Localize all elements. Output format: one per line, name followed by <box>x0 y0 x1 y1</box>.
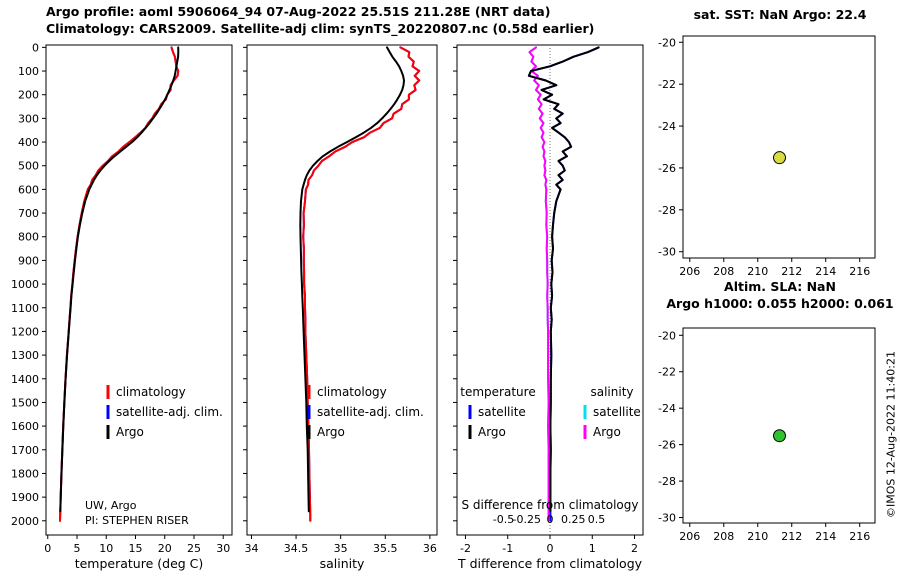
svg-text:212: 212 <box>781 265 802 278</box>
svg-text:satellite: satellite <box>593 405 641 419</box>
svg-text:400: 400 <box>18 136 39 149</box>
svg-text:-20: -20 <box>658 36 676 49</box>
svg-text:212: 212 <box>781 530 802 543</box>
svg-text:UW, Argo: UW, Argo <box>85 499 137 512</box>
svg-text:climatology: climatology <box>317 385 387 399</box>
figure-title-line1: Argo profile: aoml 5906064_94 07-Aug-202… <box>46 4 551 19</box>
svg-text:1200: 1200 <box>11 325 39 338</box>
svg-text:-26: -26 <box>658 439 676 452</box>
svg-text:-0.5: -0.5 <box>493 513 514 526</box>
svg-text:2: 2 <box>631 542 638 555</box>
svg-text:-28: -28 <box>658 204 676 217</box>
svg-text:-30: -30 <box>658 512 676 525</box>
svg-text:1700: 1700 <box>11 444 39 457</box>
svg-text:25: 25 <box>187 542 201 555</box>
svg-text:-24: -24 <box>658 402 676 415</box>
svg-text:600: 600 <box>18 183 39 196</box>
svg-text:satellite: satellite <box>478 405 526 419</box>
sla-map-subtitle: Argo h1000: 0.055 h2000: 0.061 <box>666 296 894 311</box>
svg-text:0: 0 <box>547 542 554 555</box>
svg-text:climatology: climatology <box>116 385 186 399</box>
svg-text:1300: 1300 <box>11 349 39 362</box>
svg-text:34: 34 <box>244 542 258 555</box>
sst-map-title: sat. SST: NaN Argo: 22.4 <box>693 7 867 22</box>
svg-text:15: 15 <box>128 542 142 555</box>
svg-text:satellite-adj. clim.: satellite-adj. clim. <box>317 405 424 419</box>
svg-text:214: 214 <box>815 265 836 278</box>
svg-text:salinity: salinity <box>590 385 633 399</box>
svg-text:0.25: 0.25 <box>561 513 586 526</box>
svg-text:-22: -22 <box>658 366 676 379</box>
svg-text:PI: STEPHEN RISER: PI: STEPHEN RISER <box>85 514 189 527</box>
svg-text:1100: 1100 <box>11 302 39 315</box>
svg-text:-28: -28 <box>658 475 676 488</box>
svg-text:-0.25: -0.25 <box>513 513 541 526</box>
svg-text:Argo: Argo <box>116 425 144 439</box>
svg-text:10: 10 <box>99 542 113 555</box>
svg-text:-2: -2 <box>460 542 471 555</box>
svg-text:700: 700 <box>18 207 39 220</box>
imos-copyright-watermark: ©IMOS 12-Aug-2022 11:40:21 <box>884 351 898 518</box>
sla-map-title: Altim. SLA: NaN <box>724 279 836 294</box>
svg-text:-30: -30 <box>658 246 676 259</box>
svg-text:-1: -1 <box>502 542 513 555</box>
svg-text:35: 35 <box>334 542 348 555</box>
svg-text:0: 0 <box>547 513 554 526</box>
svg-text:210: 210 <box>747 265 768 278</box>
svg-text:1: 1 <box>589 542 596 555</box>
svg-text:208: 208 <box>713 265 734 278</box>
svg-text:satellite-adj. clim.: satellite-adj. clim. <box>116 405 223 419</box>
svg-text:210: 210 <box>747 530 768 543</box>
svg-text:-26: -26 <box>658 162 676 175</box>
svg-text:-20: -20 <box>658 329 676 342</box>
svg-text:-22: -22 <box>658 78 676 91</box>
svg-text:30: 30 <box>216 542 230 555</box>
svg-text:1400: 1400 <box>11 373 39 386</box>
svg-text:34.5: 34.5 <box>284 542 309 555</box>
svg-text:-24: -24 <box>658 120 676 133</box>
svg-text:2000: 2000 <box>11 515 39 528</box>
svg-text:800: 800 <box>18 231 39 244</box>
svg-text:1500: 1500 <box>11 396 39 409</box>
svg-text:temperature: temperature <box>460 385 535 399</box>
svg-text:5: 5 <box>74 542 81 555</box>
svg-text:S difference from climatology: S difference from climatology <box>462 498 639 512</box>
svg-text:0.5: 0.5 <box>588 513 606 526</box>
figure-title-line2: Climatology: CARS2009. Satellite-adj cli… <box>46 21 595 36</box>
svg-text:1600: 1600 <box>11 420 39 433</box>
svg-text:900: 900 <box>18 254 39 267</box>
svg-text:216: 216 <box>849 530 870 543</box>
svg-text:100: 100 <box>18 65 39 78</box>
svg-text:36: 36 <box>423 542 437 555</box>
svg-text:216: 216 <box>849 265 870 278</box>
svg-text:500: 500 <box>18 160 39 173</box>
svg-text:1000: 1000 <box>11 278 39 291</box>
svg-text:20: 20 <box>158 542 172 555</box>
svg-text:208: 208 <box>713 530 734 543</box>
svg-text:300: 300 <box>18 112 39 125</box>
svg-text:214: 214 <box>815 530 836 543</box>
svg-text:1900: 1900 <box>11 491 39 504</box>
svg-text:206: 206 <box>679 530 700 543</box>
svg-text:salinity: salinity <box>320 556 365 571</box>
svg-text:T difference from climatology: T difference from climatology <box>457 556 643 571</box>
svg-text:1800: 1800 <box>11 467 39 480</box>
svg-text:Argo: Argo <box>317 425 345 439</box>
svg-text:temperature (deg C): temperature (deg C) <box>75 556 204 571</box>
svg-text:Argo: Argo <box>593 425 621 439</box>
svg-text:0: 0 <box>44 542 51 555</box>
svg-text:0: 0 <box>32 41 39 54</box>
svg-text:206: 206 <box>679 265 700 278</box>
svg-text:Argo: Argo <box>478 425 506 439</box>
svg-text:35.5: 35.5 <box>373 542 398 555</box>
svg-text:200: 200 <box>18 89 39 102</box>
